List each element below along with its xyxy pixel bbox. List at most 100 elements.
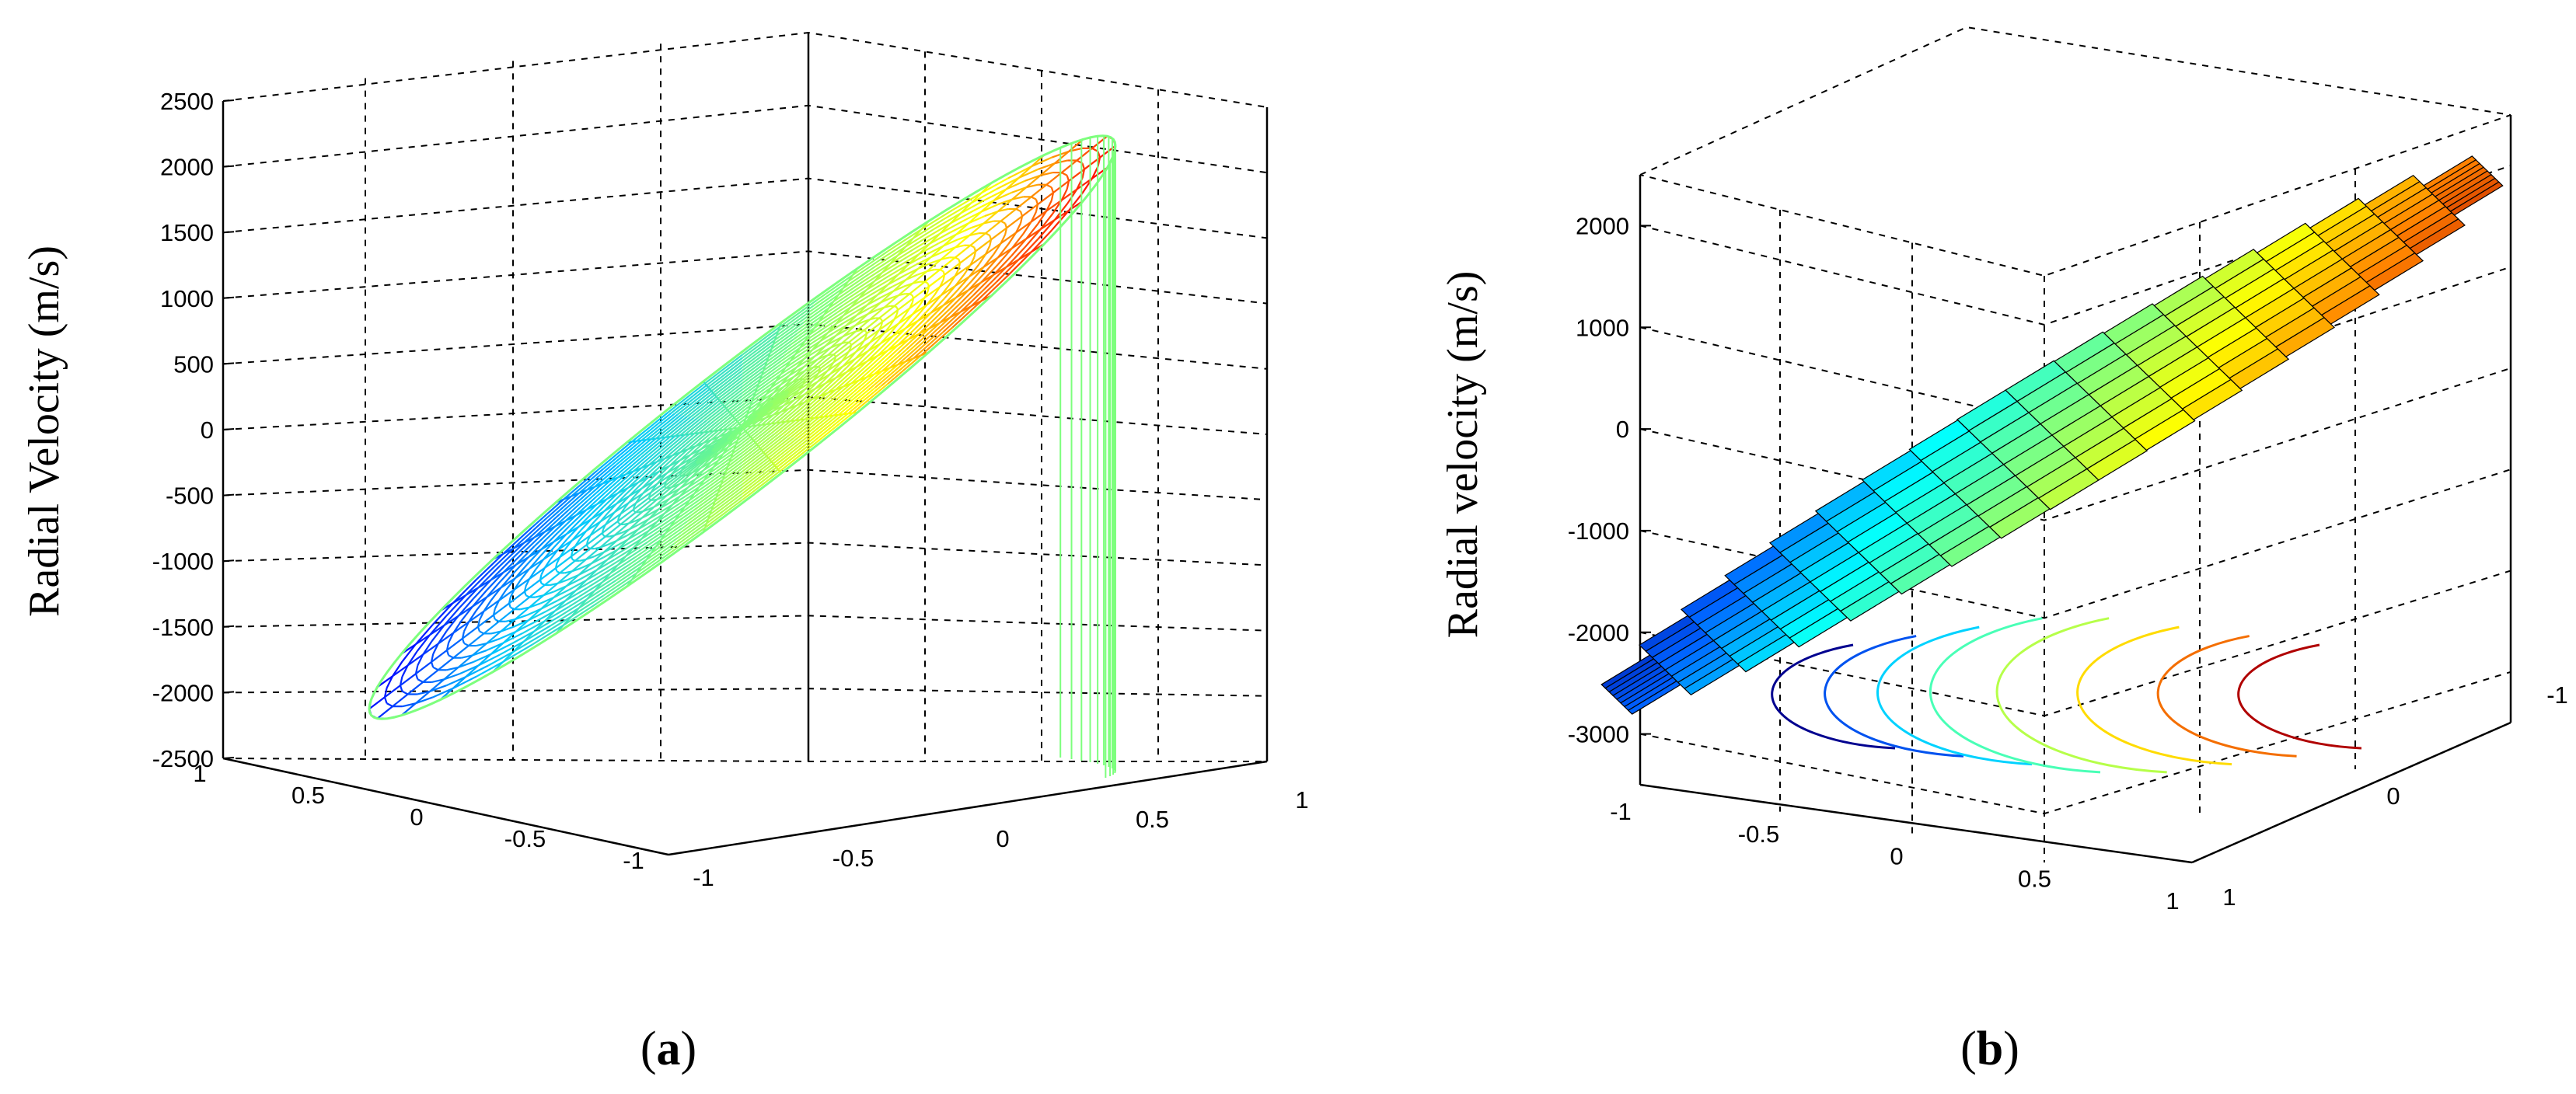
- mesh-ring-segment: [550, 492, 580, 520]
- mesh-ring-segment: [878, 274, 899, 287]
- mesh-spoke-segment: [675, 434, 680, 437]
- mesh-ring-segment: [887, 228, 922, 253]
- mesh-ring-segment: [648, 449, 668, 466]
- mesh-ring-segment: [961, 211, 982, 223]
- mesh-spoke-segment: [605, 524, 622, 538]
- mesh-spoke-segment: [616, 495, 630, 505]
- mesh-spoke-segment: [997, 247, 1013, 259]
- mesh-ring-segment: [641, 437, 666, 458]
- mesh-ring-segment: [414, 673, 419, 680]
- mesh-ring-segment: [653, 519, 676, 535]
- mesh-spoke-segment: [944, 262, 961, 276]
- mesh-spoke-segment: [880, 290, 894, 304]
- mesh-spoke-segment: [823, 307, 830, 315]
- mesh-ring-segment: [417, 678, 424, 683]
- mesh-ring-segment: [523, 625, 551, 643]
- mesh-spoke-segment: [557, 539, 573, 551]
- mesh-ring-segment: [703, 479, 724, 495]
- mesh-ring-segment: [881, 237, 914, 260]
- mesh-ring-segment: [499, 630, 517, 639]
- mesh-ring-segment: [725, 458, 743, 472]
- mesh-spoke-segment: [841, 350, 857, 362]
- mesh-spoke-segment: [669, 519, 676, 528]
- mesh-spoke-segment: [699, 451, 715, 465]
- mesh-spoke-segment: [760, 393, 767, 402]
- mesh-spoke-segment: [529, 559, 544, 570]
- mesh-ring-segment: [730, 404, 743, 415]
- mesh-spoke-segment: [761, 449, 765, 453]
- mesh-spoke-segment: [710, 452, 720, 463]
- mesh-ring-segment: [881, 348, 908, 372]
- mesh-spoke-segment: [1031, 210, 1047, 223]
- mesh-spoke-segment: [706, 385, 709, 388]
- mesh-ring-segment: [742, 444, 758, 457]
- mesh-spoke-segment: [457, 605, 473, 617]
- mesh-spoke-segment: [898, 338, 909, 346]
- mesh-ring-segment: [717, 474, 743, 494]
- mesh-spoke-segment: [586, 590, 595, 601]
- mesh-spoke-segment: [955, 244, 972, 259]
- mesh-spoke-segment: [687, 445, 696, 451]
- mesh-spoke-segment: [792, 388, 806, 398]
- x-tick-label: 0: [410, 803, 423, 831]
- mesh-spoke-segment: [710, 436, 720, 441]
- mesh-spoke-segment: [1018, 251, 1032, 260]
- mesh-spoke-segment: [767, 457, 771, 461]
- mesh-ring-segment: [770, 327, 801, 350]
- mesh-spoke-segment: [955, 222, 969, 235]
- mesh-spoke-segment: [565, 574, 580, 587]
- mesh-ring-segment: [487, 548, 515, 573]
- mesh-ring-segment: [533, 513, 560, 538]
- mesh-spoke-segment: [818, 314, 825, 322]
- mesh-spoke-segment: [883, 294, 899, 308]
- mesh-spoke-segment: [700, 443, 712, 451]
- mesh-spoke-segment: [571, 492, 580, 497]
- mesh-ring-segment: [888, 338, 909, 359]
- mesh-ring-segment: [716, 462, 730, 472]
- mesh-ring-segment: [713, 423, 724, 432]
- mesh-ring-segment: [725, 395, 743, 409]
- mesh-spoke-segment: [654, 472, 668, 482]
- mesh-ring-segment: [709, 490, 743, 516]
- mesh-ring-segment: [721, 467, 743, 485]
- mesh-spoke-segment: [825, 377, 836, 385]
- mesh-ring-segment: [843, 289, 867, 306]
- mesh-spoke-segment: [636, 566, 643, 574]
- mesh-spoke-segment: [376, 675, 393, 688]
- mesh-ring-segment: [659, 434, 681, 453]
- mesh-ring-segment: [604, 473, 627, 493]
- mesh-spoke-segment: [731, 448, 735, 455]
- mesh-ring-segment: [665, 514, 692, 535]
- mesh-ring-segment: [742, 400, 753, 409]
- mesh-ring-segment: [968, 215, 986, 225]
- mesh-ring-segment: [606, 483, 624, 500]
- mesh-ring-segment: [897, 253, 920, 268]
- mesh-spoke-segment: [628, 493, 644, 504]
- mesh-ring-segment: [693, 398, 719, 419]
- z-tick-label: 1000: [160, 285, 214, 312]
- mesh-spoke-segment: [1025, 174, 1042, 188]
- mesh-spoke-segment: [990, 227, 1007, 241]
- mesh-ring-segment: [860, 355, 878, 372]
- mesh-ring-segment: [1081, 169, 1086, 179]
- mesh-spoke-segment: [842, 280, 849, 289]
- mesh-ring-segment: [869, 350, 889, 368]
- mesh-spoke-segment: [763, 451, 766, 455]
- mesh-spoke-segment: [533, 620, 546, 632]
- axis-x-line: [222, 757, 669, 856]
- mesh-ring-segment: [1066, 180, 1070, 190]
- mesh-ring-segment: [728, 419, 737, 426]
- mesh-ring-segment: [819, 304, 844, 322]
- mesh-ring-segment: [852, 383, 888, 414]
- mesh-spoke-segment: [684, 433, 690, 436]
- mesh-spoke-segment: [770, 380, 777, 388]
- mesh-ring-segment: [835, 313, 853, 326]
- chart-b: 2000 1000 0 -1000 -2000 -3000 -1 -0.5 0 0.5 1 -1 0 1 R…: [1439, 26, 2568, 915]
- mesh-spoke-segment: [929, 322, 941, 329]
- mesh-spoke-segment: [848, 329, 865, 343]
- x-tick-label: 0.5: [291, 782, 325, 809]
- mesh-spoke-segment: [709, 388, 713, 392]
- mesh-ring-segment: [759, 365, 779, 381]
- mesh-spoke-segment: [670, 474, 686, 489]
- mesh-spoke-segment: [823, 415, 829, 418]
